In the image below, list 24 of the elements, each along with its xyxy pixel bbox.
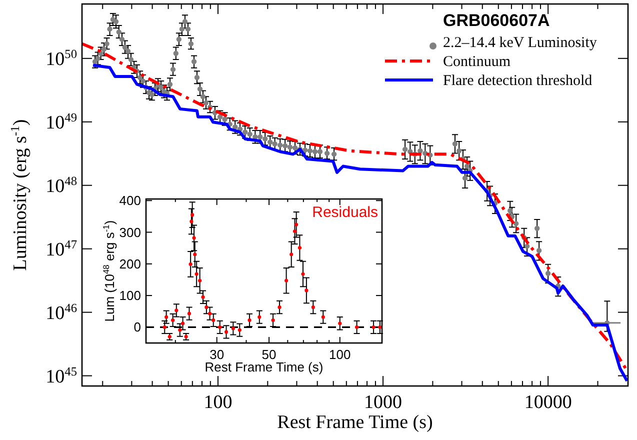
y-tick-label: 10$^{49}$ [46, 110, 77, 134]
x-axis-title: Rest Frame Time (s) [204, 360, 324, 375]
y-tick-label: 300 [119, 224, 141, 240]
y-tick-label: 10$^{45}$ [46, 364, 77, 388]
x-tick-label: 1000 [364, 392, 402, 413]
y-tick-label: 10$^{46}$ [46, 300, 77, 324]
y-tick-label: 0 [134, 320, 141, 335]
y-tick-label: 400 [119, 193, 141, 208]
legend-label: Flare detection threshold [443, 73, 593, 89]
y-tick-label: 10$^{47}$ [46, 237, 77, 260]
y-tick-label: 200 [119, 256, 141, 272]
x-tick-label: 100 [329, 347, 351, 362]
y-tick-label: 100 [119, 288, 141, 304]
series-label: Residuals [312, 204, 378, 221]
legend-title: GRB060607A [443, 11, 550, 30]
legend-label: Continuum [443, 54, 511, 70]
x-tick-label: 30 [210, 347, 224, 362]
x-tick-label: 50 [262, 347, 276, 362]
x-axis-title: Rest Frame Time (s) [277, 412, 433, 433]
y-tick-label: 10$^{48}$ [46, 174, 77, 198]
legend-label: 2.2–14.4 keV Luminosity [443, 35, 598, 51]
y-tick-label: 10$^{50}$ [46, 47, 77, 70]
x-tick-label: 10000 [524, 392, 572, 413]
x-tick-label: 100 [204, 392, 232, 413]
